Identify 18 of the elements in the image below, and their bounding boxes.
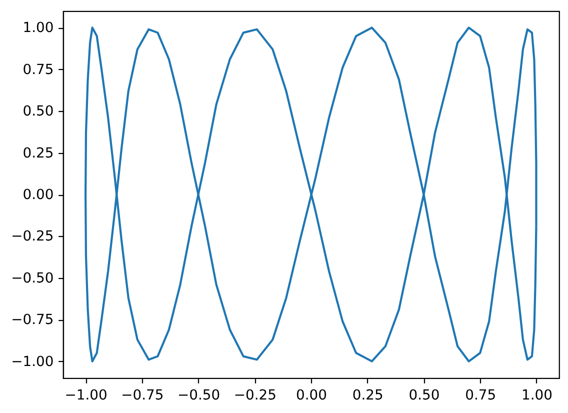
x-tick-label: 0.00 <box>296 387 327 404</box>
x-tick-label: 0.25 <box>352 387 384 404</box>
x-tick-label: −0.75 <box>121 387 164 404</box>
x-tick-label: −1.00 <box>64 387 108 404</box>
y-tick-label: 1.00 <box>22 20 54 36</box>
y-tick-label: 0.00 <box>22 187 54 203</box>
y-tick-label: −0.25 <box>11 228 54 245</box>
y-tick-label: 0.75 <box>22 62 54 78</box>
x-tick-label: 0.75 <box>465 387 496 404</box>
y-tick-label: 0.25 <box>22 145 54 162</box>
y-tick-label: −0.50 <box>11 270 54 286</box>
x-tick-label: −0.25 <box>234 387 276 404</box>
x-tick-label: 1.00 <box>521 387 552 404</box>
x-tick-label: −0.50 <box>177 387 220 404</box>
y-tick-label: 0.50 <box>22 104 54 120</box>
x-tick-label: 0.50 <box>408 387 440 404</box>
y-tick-label: −1.00 <box>11 354 54 370</box>
y-tick-label: −0.75 <box>11 312 54 328</box>
